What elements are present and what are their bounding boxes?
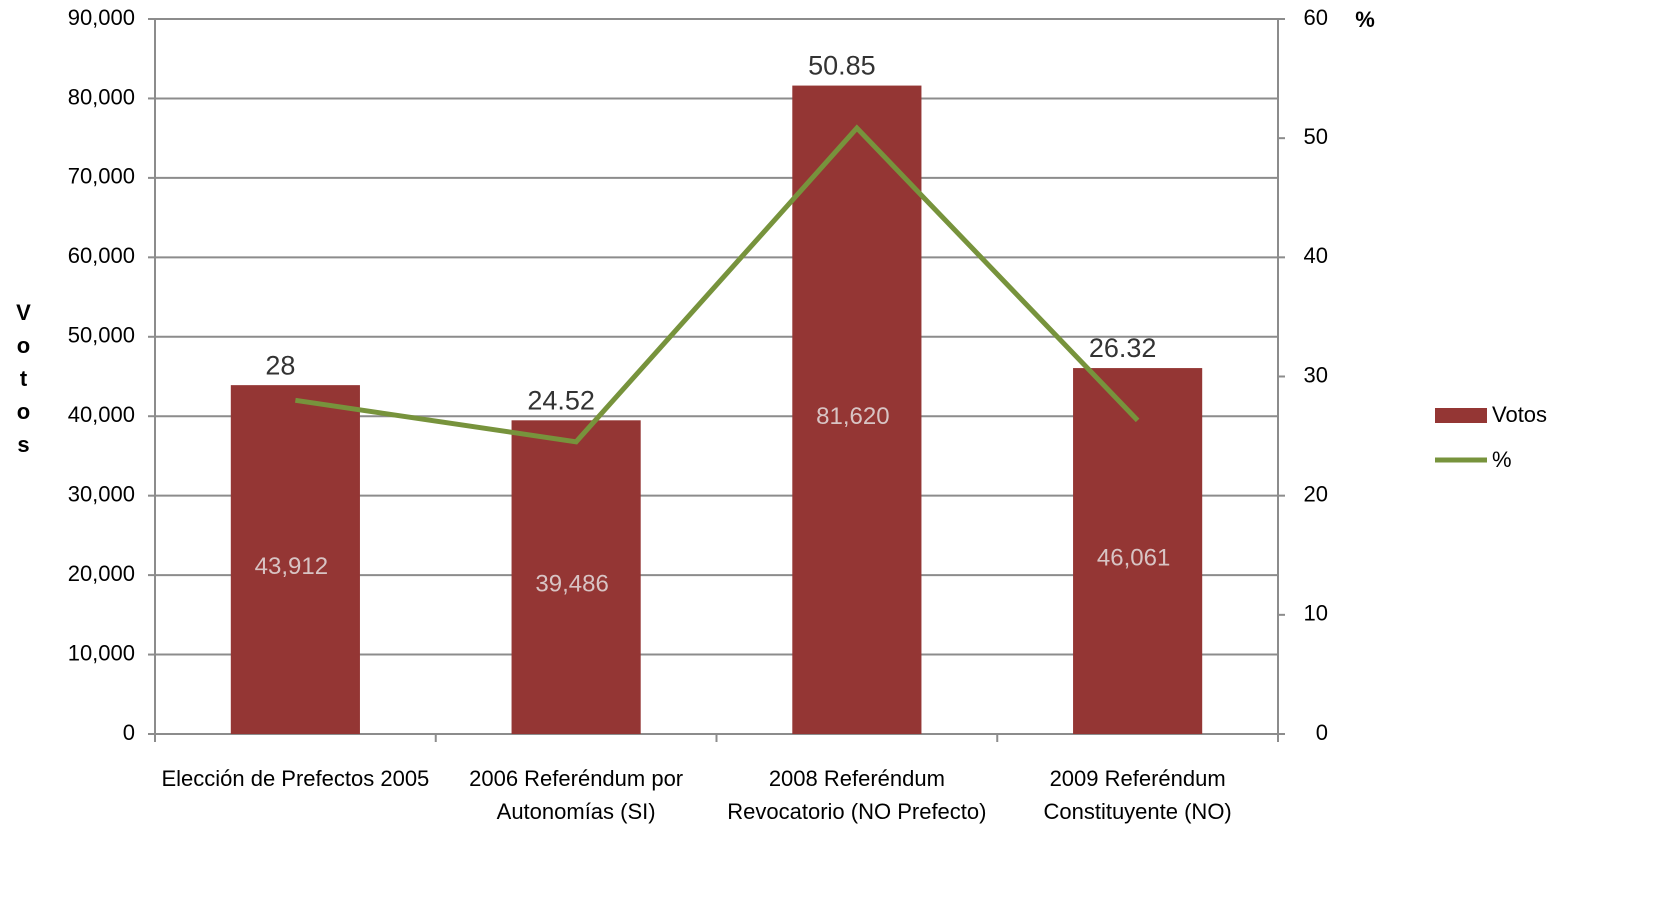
line-value-label: 28 (265, 350, 295, 380)
line (295, 124, 1140, 445)
bar-value-label: 46,061 (1097, 544, 1170, 571)
bar (792, 85, 922, 734)
legend-label: % (1492, 447, 1512, 472)
y2-axis-label: % (1355, 7, 1375, 32)
y2-tick-label: 10 (1304, 601, 1328, 626)
line-value-label: 50.85 (808, 51, 876, 81)
bar-value-label: 81,620 (816, 403, 889, 430)
bar (511, 420, 641, 734)
legend-label: Votos (1492, 402, 1547, 427)
x-tick-label: 2008 Referéndum Revocatorio (NO Prefecto… (727, 766, 987, 824)
y-tick-label: 40,000 (68, 402, 135, 427)
legend-swatch (1435, 408, 1487, 423)
y-tick-label: 80,000 (68, 84, 135, 109)
x-tick-label: 2009 Referéndum Constituyente (NO) (1043, 766, 1232, 824)
y-tick-label: 70,000 (68, 164, 135, 189)
y-tick-label: 30,000 (68, 481, 135, 506)
y-tick-label: 90,000 (68, 5, 135, 30)
line-value-label: 26.32 (1089, 333, 1157, 363)
x-tick-label: Elección de Prefectos 2005 (161, 766, 430, 791)
bar-value-label: 43,912 (255, 553, 328, 580)
bar (230, 385, 360, 734)
y2-tick-label: 50 (1304, 124, 1328, 149)
line-value-label: 24.52 (527, 385, 595, 415)
y2-tick-label: 20 (1304, 481, 1328, 506)
y2-tick-label: 40 (1304, 243, 1328, 268)
y2-tick-label: 30 (1304, 362, 1328, 387)
y-tick-label: 60,000 (68, 243, 135, 268)
y-axis-label: Votos (11, 300, 36, 465)
y2-tick-label: 60 (1304, 5, 1328, 30)
x-tick-label: 2006 Referéndum por Autonomías (SI) (469, 766, 684, 824)
bar-value-label: 39,486 (535, 570, 608, 597)
y2-tick-label: 0 (1316, 720, 1328, 745)
bar (1073, 368, 1203, 734)
y-tick-label: 50,000 (68, 323, 135, 348)
y-tick-label: 20,000 (68, 561, 135, 586)
y-tick-label: 10,000 (68, 640, 135, 665)
y-tick-label: 0 (123, 720, 135, 745)
